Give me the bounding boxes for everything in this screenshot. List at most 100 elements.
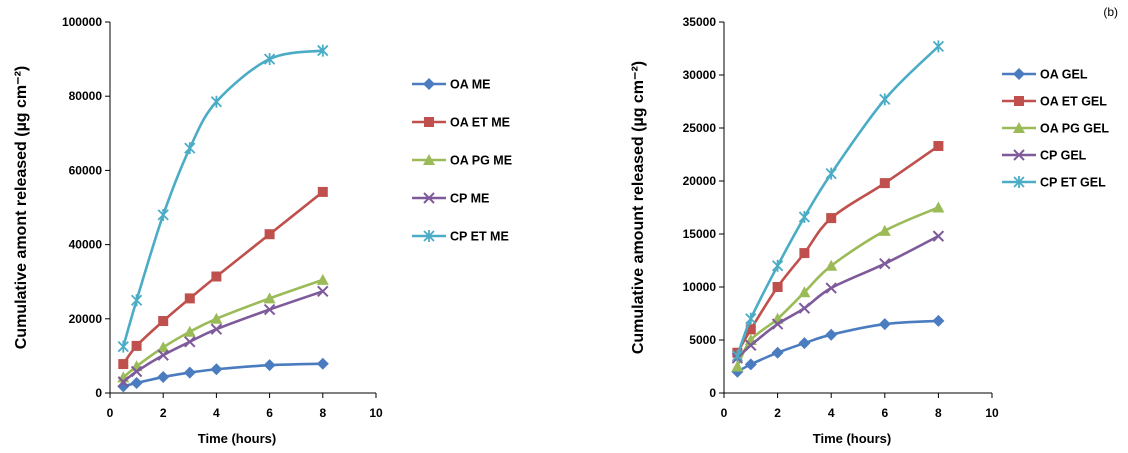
data-point (130, 376, 143, 389)
y-tick-label: 25000 (683, 121, 717, 135)
y-tick-label: 40000 (69, 238, 103, 252)
data-point (744, 358, 757, 371)
series-line (122, 190, 324, 365)
data-point (157, 208, 169, 221)
y-tick-label: 20000 (69, 312, 103, 326)
data-point (745, 312, 757, 325)
series-line (736, 45, 940, 357)
y-tick-label: 100000 (62, 15, 102, 29)
x-axis-title: Time (hours) (813, 431, 892, 446)
data-point (317, 186, 328, 197)
data-point (157, 371, 170, 384)
data-point (731, 360, 744, 372)
data-point (316, 273, 329, 285)
x-tick-label: 2 (160, 406, 167, 420)
y-tick-label: 20000 (683, 174, 717, 188)
corner-label: (b) (1103, 5, 1118, 19)
series-oa-et-me (118, 186, 328, 370)
legend-marker (424, 117, 434, 127)
legend-marker (1013, 149, 1025, 161)
legend-label: OA PG ME (450, 154, 512, 168)
legend-entry-oa-me: OA ME (412, 78, 491, 92)
x-tick-label: 4 (213, 406, 220, 420)
data-point (117, 376, 130, 388)
chart-left: 0 20000 40000 60000 80000 100000 0 2 4 6 8 10 Time (… (13, 15, 512, 446)
data-point (771, 259, 784, 272)
legend-marker (1013, 122, 1025, 133)
data-point (771, 318, 784, 330)
legend-label: CP GEL (1040, 149, 1087, 163)
data-point (825, 167, 837, 180)
data-point (210, 312, 223, 324)
y-tick-label: 15000 (683, 227, 717, 241)
series-line (736, 234, 939, 359)
legend-entry-cp-gel: CP GEL (1002, 149, 1087, 163)
data-point (263, 303, 276, 316)
legend-label: CP ET GEL (1040, 176, 1106, 190)
x-tick-label: 8 (935, 406, 942, 420)
data-point (117, 340, 129, 353)
data-point (771, 346, 784, 359)
data-point (731, 349, 744, 362)
legend-label: OA ME (450, 78, 491, 92)
series-cp-gel (731, 230, 945, 364)
data-point (131, 340, 142, 351)
data-point (745, 339, 757, 352)
data-point (879, 257, 891, 270)
legend-entry-oa-pg-me: OA PG ME (412, 154, 512, 168)
legend-marker (423, 78, 435, 90)
data-point (264, 229, 275, 240)
data-point (932, 230, 945, 242)
data-point (157, 341, 170, 353)
legend-entry-cp-et-me: CP ET ME (412, 230, 509, 244)
data-point (130, 294, 143, 307)
data-point (932, 40, 945, 53)
legend-entry-oa-et-gel: OA ET GEL (1002, 95, 1107, 109)
data-point (772, 282, 783, 292)
series-cp-et-gel (731, 40, 945, 362)
y-tick-label: 10000 (683, 280, 717, 294)
data-point (117, 380, 130, 393)
legend-label: CP ME (450, 192, 489, 206)
data-point (210, 95, 223, 108)
data-point (932, 314, 945, 327)
series-oa-et-gel (732, 141, 944, 358)
data-point (798, 211, 811, 224)
y-tick-label: 5000 (689, 333, 716, 347)
series-line (736, 319, 939, 373)
data-point (879, 178, 890, 189)
data-point (798, 286, 811, 298)
data-point (184, 142, 196, 155)
data-point (210, 363, 223, 376)
data-point (878, 318, 891, 331)
legend-marker (423, 230, 435, 242)
x-tick-label: 6 (266, 406, 273, 420)
data-point (933, 141, 944, 152)
series-oa-gel (731, 314, 945, 378)
data-point (130, 365, 143, 378)
legend-marker (1014, 96, 1024, 106)
data-point (316, 357, 329, 370)
data-point (317, 44, 329, 57)
legend-label: OA ET GEL (1040, 95, 1107, 109)
x-tick-label: 0 (721, 406, 728, 420)
data-point (184, 336, 196, 348)
x-tick-label: 0 (107, 406, 114, 420)
chart-right: 0 5000 10000 15000 20000 25000 30000 35000 0 2 4 6 8… (630, 15, 1109, 446)
y-axis-title: Cumulative amount released (µg cm⁻²) (630, 61, 647, 354)
data-point (158, 316, 169, 327)
data-point (317, 285, 329, 298)
data-point (745, 324, 756, 335)
x-tick-label: 4 (828, 406, 835, 420)
legend-marker (1013, 68, 1025, 80)
y-axis-title: Cumulative amont released (µg cm⁻²) (13, 66, 30, 350)
y-tick-label: 60000 (69, 163, 103, 177)
series-oa-me (117, 357, 329, 393)
legend-entry-oa-gel: OA GEL (1002, 68, 1088, 82)
legend-entry-oa-pg-gel: OA PG GEL (1002, 122, 1109, 136)
x-tick-label: 10 (369, 406, 383, 420)
data-point (263, 53, 276, 66)
legend-label: CP ET ME (450, 230, 509, 244)
data-point (263, 359, 276, 372)
